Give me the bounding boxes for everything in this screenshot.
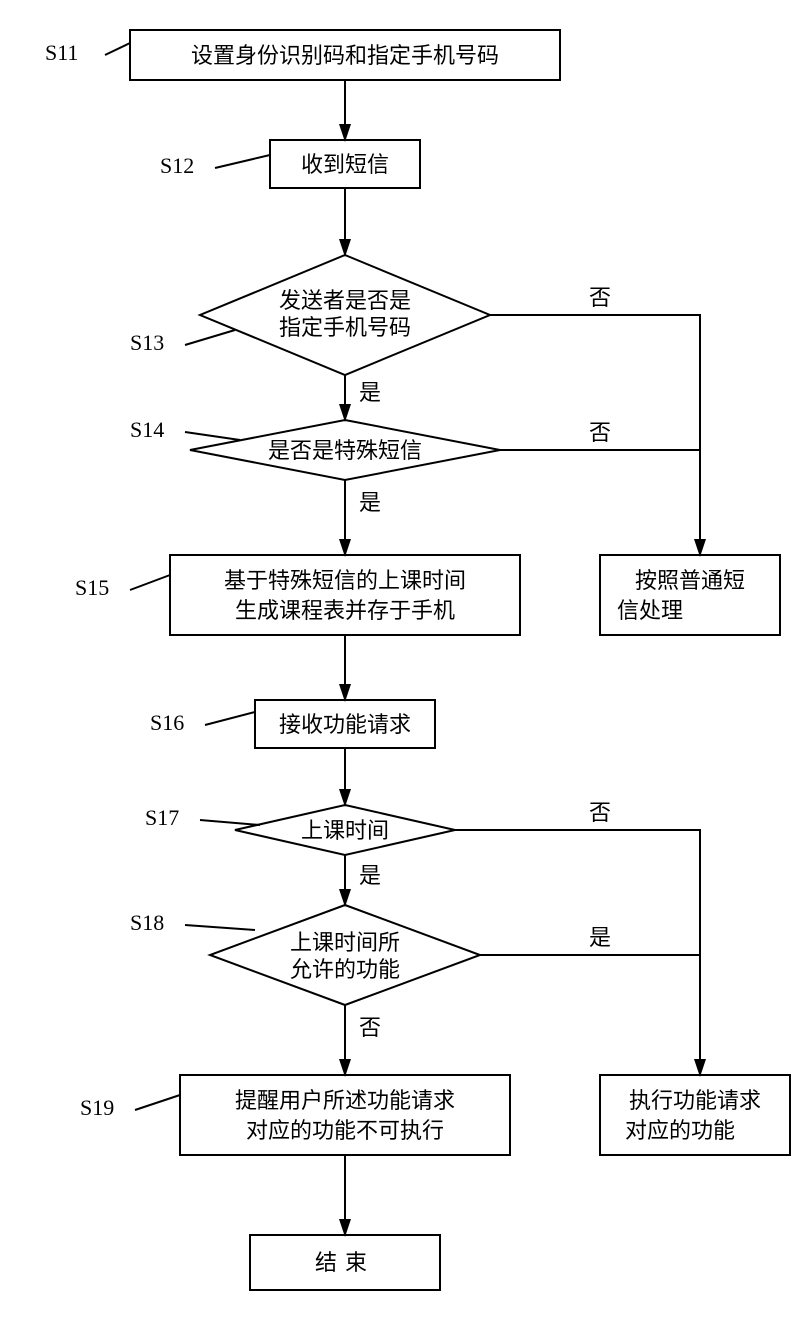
- s19-text1: 提醒用户所述功能请求: [235, 1088, 455, 1113]
- s14-text: 是否是特殊短信: [268, 438, 422, 463]
- s12-label: S12: [160, 153, 194, 178]
- flowchart: 设置身份识别码和指定手机号码 S11 收到短信 S12 发送者是否是 指定手机号…: [0, 0, 800, 1344]
- s14-label: S14: [130, 417, 164, 442]
- edge-s18-yes: [480, 955, 700, 1075]
- s13-yes-label: 是: [359, 380, 381, 405]
- s14-no-label: 否: [589, 420, 611, 445]
- s16-label: S16: [150, 710, 184, 735]
- s17-text: 上课时间: [301, 818, 389, 843]
- s19-text2: 对应的功能不可执行: [246, 1118, 444, 1143]
- edge-s14-no: [500, 450, 700, 555]
- s18-text1: 上课时间所: [290, 930, 400, 955]
- node-exec-fn: 执行功能请求 对应的功能: [600, 1075, 790, 1155]
- end-text: 结束: [315, 1250, 375, 1275]
- s13-pointer: [185, 330, 235, 345]
- s18-no-label: 否: [359, 1015, 381, 1040]
- s18-pointer: [185, 925, 255, 930]
- s17-label: S17: [145, 805, 179, 830]
- s13-text1: 发送者是否是: [279, 288, 411, 313]
- s11-label: S11: [45, 40, 78, 65]
- s17-yes-label: 是: [359, 863, 381, 888]
- s12-text: 收到短信: [301, 152, 389, 177]
- node-s15: 基于特殊短信的上课时间 生成课程表并存于手机: [170, 555, 520, 635]
- edge-s17-no: [455, 830, 700, 1075]
- normal-sms-text2: 信处理: [617, 598, 683, 623]
- s13-text2: 指定手机号码: [279, 315, 411, 340]
- s18-text2: 允许的功能: [290, 957, 400, 982]
- s11-text: 设置身份识别码和指定手机号码: [191, 43, 499, 68]
- s16-text: 接收功能请求: [279, 712, 411, 737]
- node-end: 结束: [250, 1235, 440, 1290]
- node-s17: 上课时间: [235, 805, 455, 855]
- s15-text1: 基于特殊短信的上课时间: [224, 568, 466, 593]
- node-s12: 收到短信: [270, 140, 420, 188]
- normal-sms-text1: 按照普通短: [635, 568, 745, 593]
- s12-pointer: [215, 155, 270, 168]
- s19-pointer: [135, 1095, 180, 1110]
- node-s14: 是否是特殊短信: [190, 420, 500, 480]
- node-s13: 发送者是否是 指定手机号码: [200, 255, 490, 375]
- s11-pointer: [105, 43, 130, 55]
- s17-no-label: 否: [589, 800, 611, 825]
- s15-pointer: [130, 575, 170, 590]
- node-s11: 设置身份识别码和指定手机号码: [130, 30, 560, 80]
- s14-pointer: [185, 432, 240, 440]
- s15-text2: 生成课程表并存于手机: [235, 598, 455, 623]
- s14-yes-label: 是: [359, 490, 381, 515]
- node-s19: 提醒用户所述功能请求 对应的功能不可执行: [180, 1075, 510, 1155]
- s19-label: S19: [80, 1095, 114, 1120]
- s18-yes-label: 是: [589, 925, 611, 950]
- node-s18: 上课时间所 允许的功能: [210, 905, 480, 1005]
- exec-fn-text1: 执行功能请求: [629, 1088, 761, 1113]
- s13-label: S13: [130, 330, 164, 355]
- node-normal-sms: 按照普通短 信处理: [600, 555, 780, 635]
- node-s16: 接收功能请求: [255, 700, 435, 748]
- exec-fn-text2: 对应的功能: [625, 1118, 735, 1143]
- s16-pointer: [205, 712, 255, 725]
- s17-pointer: [200, 820, 260, 825]
- s18-label: S18: [130, 910, 164, 935]
- s15-label: S15: [75, 575, 109, 600]
- s13-no-label: 否: [589, 285, 611, 310]
